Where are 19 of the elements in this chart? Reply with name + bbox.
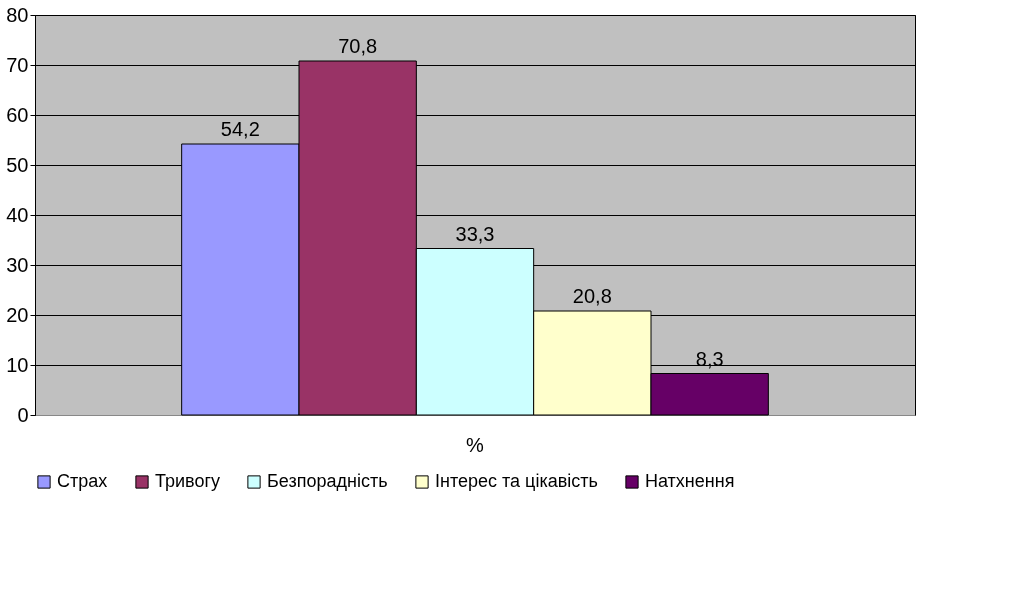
legend-label: Безпорадність — [267, 471, 388, 491]
legend-label: Натхнення — [645, 471, 735, 491]
y-tick-label: 20 — [6, 303, 29, 326]
data-label: 33,3 — [455, 222, 495, 245]
data-label: 54,2 — [220, 118, 260, 140]
legend-label: Інтерес та цікавість — [435, 471, 598, 491]
data-label: 20,8 — [572, 285, 612, 307]
y-tick-label: 80 — [6, 3, 29, 26]
legend-label: Тривогу — [155, 471, 220, 491]
y-tick-label: 50 — [6, 153, 29, 176]
y-tick-label: 10 — [6, 353, 29, 376]
legend-label: Страх — [57, 471, 108, 491]
y-tick-label: 0 — [17, 403, 29, 426]
data-label: 70,8 — [338, 35, 378, 57]
y-tick-label: 70 — [6, 53, 29, 76]
y-tick-label: 40 — [6, 203, 29, 226]
y-tick-label: 30 — [6, 253, 29, 276]
x-tick-label: % — [466, 433, 485, 456]
y-tick-label: 60 — [6, 103, 29, 126]
